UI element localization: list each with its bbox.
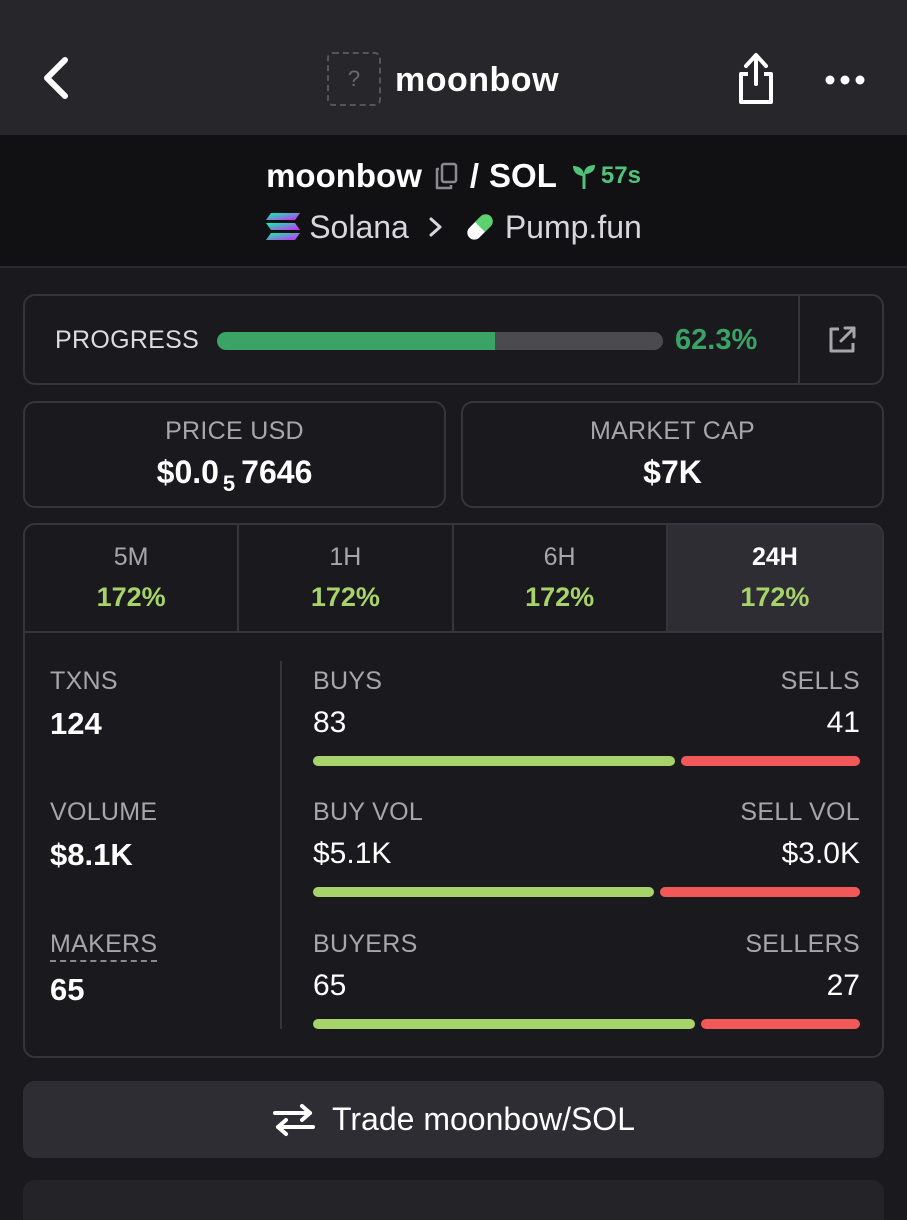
volume-metric: VOLUME $8.1K xyxy=(50,798,157,873)
swap-arrows-icon xyxy=(273,1103,316,1136)
price-zero-count: 5 xyxy=(222,471,236,496)
tab-price-change: 172% xyxy=(740,582,810,612)
chevron-right-icon xyxy=(429,217,442,237)
buys-sells-bar xyxy=(313,756,860,766)
market-cap-card: MARKET CAP $7K xyxy=(461,401,884,508)
sellers-value: 27 xyxy=(826,969,860,1002)
volume-bar xyxy=(313,887,860,897)
buy-vol-value: $5.1K xyxy=(313,837,392,870)
chevron-left-icon xyxy=(44,57,68,99)
price-usd-value: $0.0 5 7646 xyxy=(25,454,444,496)
breadcrumb: Solana Pump.fun xyxy=(0,204,907,250)
makers-metric: MAKERS 65 xyxy=(50,930,158,1008)
pair-separator: / xyxy=(469,157,480,194)
page-title: moonbow xyxy=(395,61,560,99)
pill-icon xyxy=(467,214,493,240)
tab-5m[interactable]: 5M 172% xyxy=(25,525,240,631)
buyers-value: 65 xyxy=(313,969,347,1002)
buyers-label: BUYERS xyxy=(313,930,418,958)
progress-bar-fill xyxy=(217,332,495,350)
tab-label: 1H xyxy=(329,543,362,571)
sellers-bar xyxy=(701,1019,860,1029)
txns-label: TXNS xyxy=(50,667,118,695)
copy-icon[interactable] xyxy=(434,162,458,190)
tab-label: 5M xyxy=(113,543,149,571)
open-external-button[interactable] xyxy=(800,296,884,384)
chain-link-solana[interactable]: Solana xyxy=(265,209,409,246)
tab-label: 24H xyxy=(751,543,798,571)
progress-value: 62.3% xyxy=(675,324,758,356)
buy-vol-bar xyxy=(313,887,654,897)
divider xyxy=(798,296,800,384)
divider xyxy=(280,661,282,1029)
token-logo-placeholder: ? xyxy=(327,52,381,106)
buyers-bar xyxy=(313,1019,695,1029)
pair-age-text: 57s xyxy=(600,162,641,189)
pair-age-badge: 57s xyxy=(571,162,641,190)
progress-label: PROGRESS xyxy=(55,326,200,354)
stats-card: 5M 172% 1H 172% 6H 172% 24H 172% TXNS 12… xyxy=(23,523,884,1058)
market-cap-label: MARKET CAP xyxy=(589,417,756,445)
volume-label: VOLUME xyxy=(50,798,158,826)
share-button[interactable] xyxy=(730,50,782,108)
pair-quote-token: SOL xyxy=(489,157,557,194)
chain-name: Solana xyxy=(309,208,409,245)
txns-metric: TXNS 124 xyxy=(50,667,118,742)
volume-value: $8.1K xyxy=(50,837,133,872)
price-usd-card: PRICE USD $0.0 5 7646 xyxy=(23,401,446,508)
seedling-icon xyxy=(572,165,595,189)
back-button[interactable] xyxy=(34,52,78,104)
price-digits: 7646 xyxy=(241,454,313,490)
market-cap-value: $7K xyxy=(643,454,702,490)
sells-bar xyxy=(681,756,860,766)
sellers-label: SELLERS xyxy=(745,930,860,958)
dex-link-pumpfun[interactable]: Pump.fun xyxy=(463,209,642,246)
tab-price-change: 172% xyxy=(96,582,166,612)
tab-price-change: 172% xyxy=(525,582,595,612)
solana-icon xyxy=(266,213,301,240)
volume-split: BUY VOL SELL VOL $5.1K $3.0K xyxy=(313,798,860,898)
dex-name: Pump.fun xyxy=(504,208,642,245)
buys-label: BUYS xyxy=(313,667,383,695)
pair-name-line: moonbow / SOL 57s xyxy=(0,155,907,197)
buyers-sellers-split: BUYERS SELLERS 65 27 xyxy=(313,930,860,1030)
tab-label: 6H xyxy=(543,543,576,571)
sell-vol-value: $3.0K xyxy=(781,837,860,870)
pair-base-token: moonbow xyxy=(266,157,422,194)
sells-label: SELLS xyxy=(780,667,860,695)
pair-info-bar: moonbow / SOL 57s xyxy=(0,135,907,268)
next-section-card xyxy=(23,1180,884,1220)
makers-label[interactable]: MAKERS xyxy=(50,930,158,962)
tab-price-change: 172% xyxy=(310,582,380,612)
sell-vol-label: SELL VOL xyxy=(740,798,860,826)
tab-6h[interactable]: 6H 172% xyxy=(454,525,668,631)
trade-button-label: Trade moonbow/SOL xyxy=(332,1101,635,1137)
tab-1h[interactable]: 1H 172% xyxy=(239,525,454,631)
txns-value: 124 xyxy=(50,706,102,741)
tab-24h[interactable]: 24H 172% xyxy=(667,525,882,631)
buys-sells-split: BUYS SELLS 83 41 xyxy=(313,667,860,767)
trade-button[interactable]: Trade moonbow/SOL xyxy=(23,1081,884,1158)
buys-bar xyxy=(313,756,675,766)
progress-bar xyxy=(217,332,663,350)
external-link-icon xyxy=(829,326,856,353)
buyers-sellers-bar xyxy=(313,1019,860,1029)
buys-value: 83 xyxy=(313,706,347,739)
timeframe-tabs: 5M 172% 1H 172% 6H 172% 24H 172% xyxy=(25,525,882,633)
share-icon xyxy=(739,53,773,104)
progress-card: PROGRESS 62.3% xyxy=(23,294,884,385)
more-options-button[interactable] xyxy=(818,60,872,100)
more-horizontal-icon xyxy=(825,75,865,85)
price-usd-label: PRICE USD xyxy=(165,417,304,445)
makers-value: 65 xyxy=(50,972,85,1007)
price-prefix: $0.0 xyxy=(156,454,219,490)
sell-vol-bar xyxy=(660,887,860,897)
buy-vol-label: BUY VOL xyxy=(313,798,424,826)
top-app-bar: ? moonbow xyxy=(0,0,907,135)
sells-value: 41 xyxy=(826,706,860,739)
